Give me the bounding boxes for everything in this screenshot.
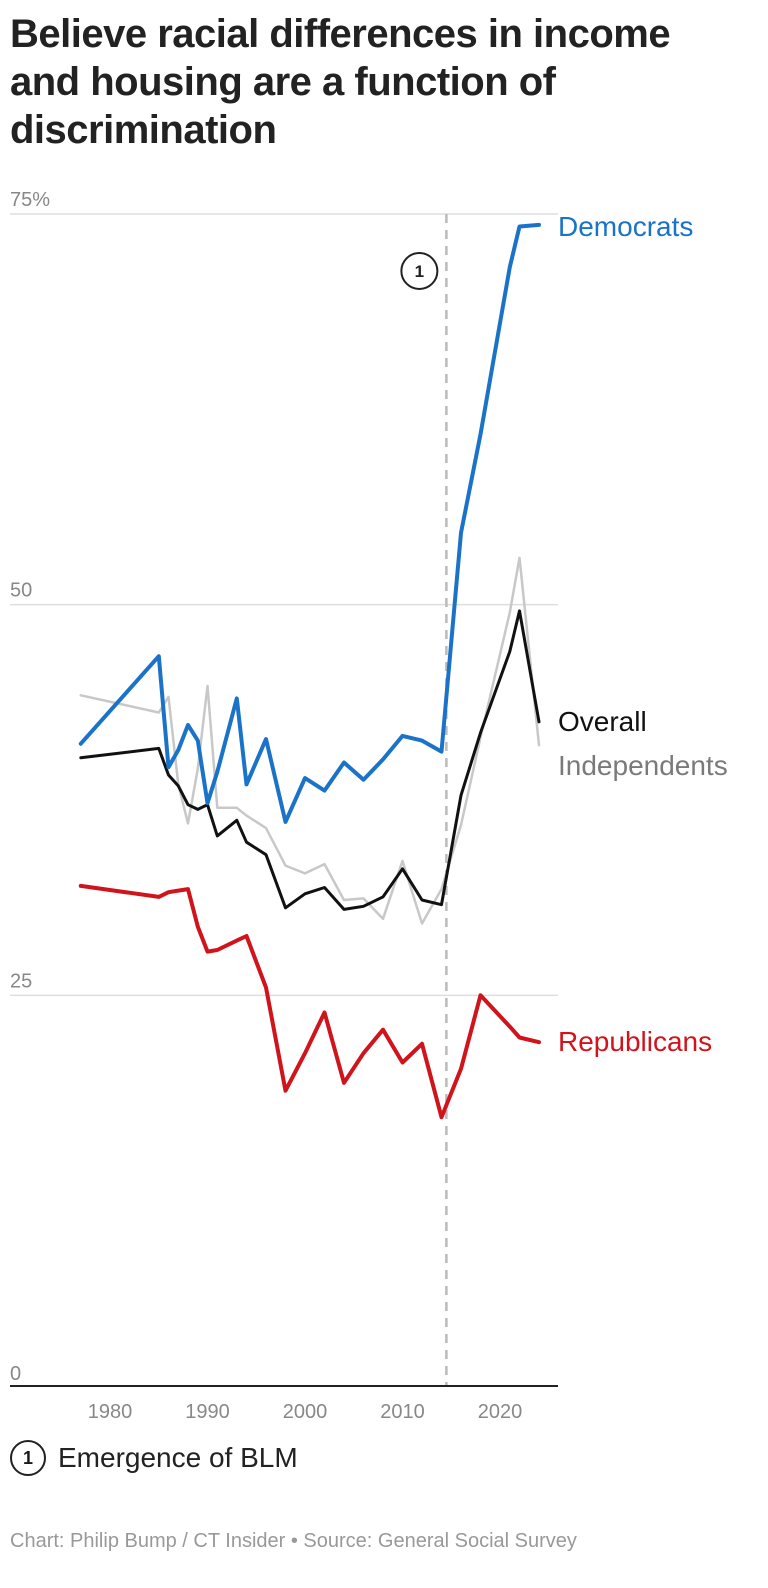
- series-label-independents: Independents: [558, 750, 728, 781]
- x-tick-label-1990: 1990: [185, 1401, 230, 1423]
- series-line-democrats: [78, 222, 541, 824]
- annotation-marker-number: 1: [415, 262, 424, 281]
- x-tick-label-2000: 2000: [283, 1401, 328, 1423]
- chart-credit: Chart: Philip Bump / CT Insider • Source…: [10, 1530, 577, 1552]
- x-tick-label-1980: 1980: [88, 1401, 133, 1423]
- series-label-democrats: Democrats: [558, 211, 693, 242]
- series-line-republicans: [78, 883, 541, 1120]
- chart-title: Believe racial differences in income and…: [10, 12, 671, 152]
- axes: 1980 1990 2000 2010 2020: [10, 1385, 558, 1423]
- annotation-label: Emergence of BLM: [58, 1442, 298, 1473]
- x-tick-label-2010: 2010: [380, 1401, 425, 1423]
- x-tick-label-2020: 2020: [478, 1401, 523, 1423]
- annotation-number: 1: [22, 1447, 33, 1468]
- y-tick-label-50: 50: [10, 580, 32, 602]
- annotation-legend: 1 Emergence of BLM: [10, 1440, 298, 1476]
- series-label-republicans: Republicans: [558, 1026, 712, 1057]
- series-line-independents: [79, 556, 541, 925]
- series-lines: [78, 222, 541, 1120]
- gridlines: 0 25 50 75%: [10, 189, 558, 1385]
- series-line-overall: [79, 609, 541, 911]
- annotation: 1: [400, 214, 448, 1386]
- annotation-marker-circle: [400, 252, 439, 290]
- y-tick-label-75: 75%: [10, 189, 50, 211]
- series-labels: Independents Overall Democrats Republicans: [558, 211, 728, 1057]
- annotation-badge: 1: [10, 1440, 46, 1476]
- series-label-overall: Overall: [558, 706, 647, 737]
- y-tick-label-0: 0: [10, 1363, 21, 1385]
- y-tick-label-25: 25: [10, 970, 32, 992]
